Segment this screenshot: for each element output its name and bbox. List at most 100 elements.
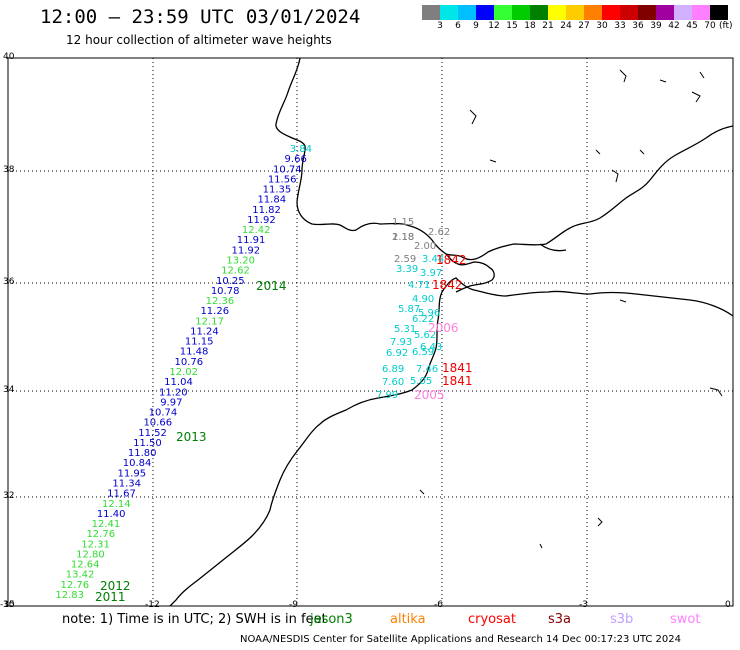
wave-height-value: 5.96: [418, 308, 440, 319]
wave-height-value: 12.80: [76, 549, 105, 560]
track-time-label: 1842: [436, 253, 467, 267]
map-frame: [7, 57, 734, 607]
wave-height-value: 10.78: [211, 286, 240, 297]
color-swatch: [548, 5, 566, 20]
satellite-legend-item: cryosat: [468, 612, 516, 627]
latitude-label: 40: [3, 52, 15, 62]
latitude-label: 36: [3, 277, 15, 287]
wave-height-value: 2.59: [394, 254, 416, 265]
wave-height-value: 2.62: [428, 227, 450, 238]
wave-height-value: 3.39: [396, 264, 418, 275]
wave-height-value: 10.74: [273, 164, 302, 175]
color-swatch: [638, 5, 656, 20]
wave-height-value: 11.95: [118, 468, 147, 479]
wave-height-value: 11.80: [128, 448, 157, 459]
wave-height-value: 5.62: [414, 330, 436, 341]
wave-height-value: 11.40: [97, 509, 126, 520]
color-scale-label: 3: [437, 21, 443, 31]
longitude-label: 0: [725, 600, 731, 610]
color-swatch: [692, 5, 710, 20]
color-swatch: [620, 5, 638, 20]
wave-height-value: 1.18: [392, 232, 414, 243]
wave-height-value: 11.82: [252, 205, 281, 216]
satellite-legend-item: altika: [390, 612, 426, 627]
color-scale-label: 42: [668, 21, 680, 31]
footer-note: note: 1) Time is in UTC; 2) SWH is in fe…: [62, 612, 327, 627]
wave-height-value: 10.76: [175, 357, 204, 368]
wave-height-value: 5.31: [394, 324, 416, 335]
wave-height-value: 11.56: [268, 174, 297, 185]
wave-height-value: 12.83: [55, 590, 84, 601]
wave-height-value: 6.43: [420, 342, 442, 353]
color-swatch: [710, 5, 728, 20]
color-scale-label: 70: [704, 21, 716, 31]
satellite-legend-item: s3a: [548, 612, 572, 627]
color-swatch: [512, 5, 530, 20]
color-scale-label: 36: [632, 21, 644, 31]
wave-height-value: 10.25: [216, 276, 245, 287]
track-time-label: 1841: [442, 361, 473, 375]
wave-height-value: 2.18: [392, 232, 414, 243]
wave-height-value: 7.99: [376, 390, 398, 401]
track-time-label: 2012: [100, 579, 131, 593]
longitude-label: -3: [579, 600, 588, 610]
wave-height-value: 7.93: [390, 337, 412, 348]
wave-height-value: 10.84: [123, 458, 152, 469]
color-scale-label: 21: [542, 21, 554, 31]
color-swatch: [566, 5, 584, 20]
latitude-label: 32: [3, 491, 15, 501]
wave-height-value: 11.52: [138, 428, 167, 439]
wave-height-value: 11.35: [263, 185, 292, 196]
wave-height-value: 12.64: [71, 560, 100, 571]
wave-height-value: 12.31: [81, 539, 110, 550]
latitude-label: 38: [3, 165, 15, 175]
color-scale-label: 27: [578, 21, 590, 31]
wave-height-value: 4.71: [408, 280, 430, 291]
satellite-legend-item: jason3: [310, 612, 353, 627]
color-scale-unit: (ft): [719, 21, 733, 31]
track-time-label: 1841: [442, 374, 473, 388]
wave-height-value: 5.87: [398, 304, 420, 315]
track-time-label: 2013: [176, 430, 207, 444]
color-swatch: [584, 5, 602, 20]
wave-height-value: 6.59: [412, 347, 434, 358]
wave-height-value: 10.66: [143, 418, 172, 429]
wave-height-value: 11.24: [190, 326, 219, 337]
wave-height-value: 11.91: [237, 235, 266, 246]
wave-height-value: 6.92: [386, 348, 408, 359]
longitude-label: -15: [0, 600, 15, 610]
wave-height-value: 12.36: [206, 296, 235, 307]
color-scale-label: 30: [596, 21, 608, 31]
track-time-label: 2005: [414, 388, 445, 402]
color-scale-label: 15: [506, 21, 518, 31]
wave-height-value: 12.41: [92, 519, 121, 530]
iberia-coast: [275, 57, 734, 261]
wave-height-value: 11.26: [200, 306, 229, 317]
color-swatch: [530, 5, 548, 20]
longitude-label: -9: [289, 600, 298, 610]
color-swatch: [674, 5, 692, 20]
wave-height-value: 4.90: [412, 294, 434, 305]
wave-height-value: 12.76: [86, 529, 115, 540]
color-swatch: [494, 5, 512, 20]
latitude-label: 34: [3, 385, 15, 395]
longitude-label: -6: [434, 600, 443, 610]
wave-height-value: 3.97: [420, 268, 442, 279]
wave-height-value: 12.02: [169, 367, 198, 378]
wave-height-value: 11.15: [185, 337, 214, 348]
wave-height-value: 10.74: [149, 408, 178, 419]
wave-height-value: 12.17: [195, 316, 224, 327]
map-subtitle: 12 hour collection of altimeter wave hei…: [66, 33, 332, 47]
wave-height-value: 13.20: [226, 256, 255, 267]
color-scale-label: 45: [686, 21, 698, 31]
track-time-label: 2006: [428, 321, 459, 335]
wave-height-value: 11.34: [112, 479, 141, 490]
wave-height-value: 11.20: [159, 387, 188, 398]
satellite-legend-item: s3b: [610, 612, 634, 627]
wave-height-value: 3.84: [290, 144, 312, 155]
color-scale-label: 6: [455, 21, 461, 31]
color-scale-label: 24: [560, 21, 572, 31]
track-time-label: 2011: [95, 590, 126, 604]
wave-height-value: 9.66: [285, 154, 307, 165]
